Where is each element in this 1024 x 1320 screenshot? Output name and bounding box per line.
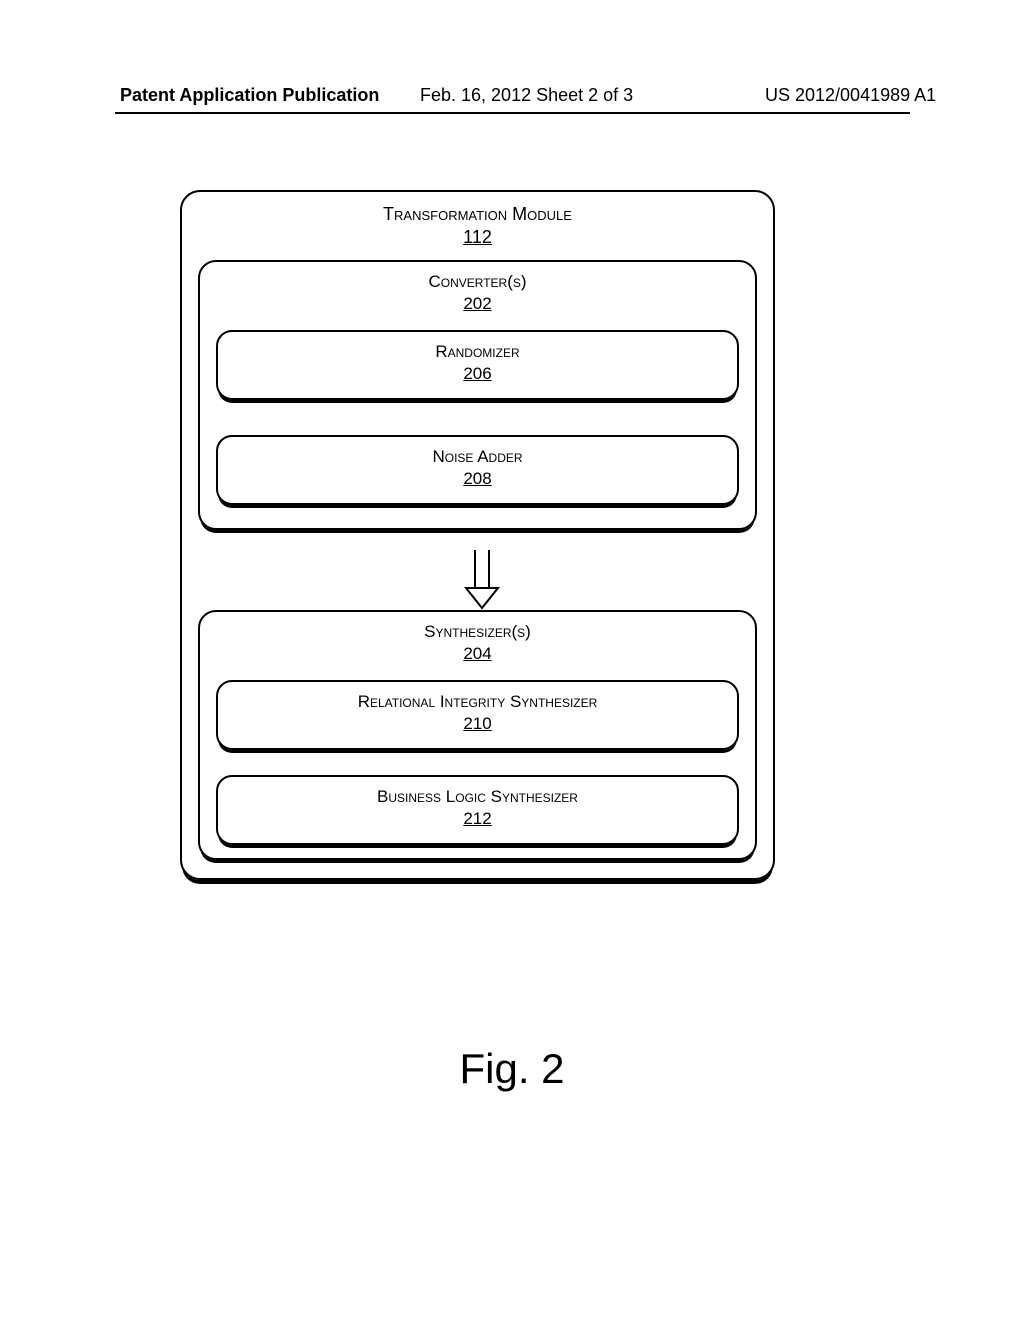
relational-synth-box: Relational Integrity Synthesizer 210	[216, 680, 739, 750]
noise-adder-box: Noise Adder 208	[216, 435, 739, 505]
randomizer-number: 206	[218, 364, 737, 384]
converters-number: 202	[200, 294, 755, 314]
randomizer-box: Randomizer 206	[216, 330, 739, 400]
noise-adder-number: 208	[218, 469, 737, 489]
business-number: 212	[218, 809, 737, 829]
figure-label: Fig. 2	[0, 1045, 1024, 1093]
header-right: US 2012/0041989 A1	[765, 85, 936, 106]
synthesizers-title: Synthesizer(s)	[200, 612, 755, 642]
flow-arrow-icon	[462, 550, 502, 610]
business-title: Business Logic Synthesizer	[218, 777, 737, 807]
relational-title: Relational Integrity Synthesizer	[218, 682, 737, 712]
noise-adder-title: Noise Adder	[218, 437, 737, 467]
header-left: Patent Application Publication	[120, 85, 379, 106]
page: Patent Application Publication Feb. 16, …	[0, 0, 1024, 1320]
module-title: Transformation Module	[182, 192, 773, 225]
header-mid: Feb. 16, 2012 Sheet 2 of 3	[420, 85, 633, 106]
business-synth-box: Business Logic Synthesizer 212	[216, 775, 739, 845]
randomizer-title: Randomizer	[218, 332, 737, 362]
module-number: 112	[182, 227, 773, 248]
converters-title: Converter(s)	[200, 262, 755, 292]
header-rule	[115, 112, 910, 114]
synthesizers-number: 204	[200, 644, 755, 664]
relational-number: 210	[218, 714, 737, 734]
diagram-container: Transformation Module 112 Converter(s) 2…	[180, 190, 775, 880]
